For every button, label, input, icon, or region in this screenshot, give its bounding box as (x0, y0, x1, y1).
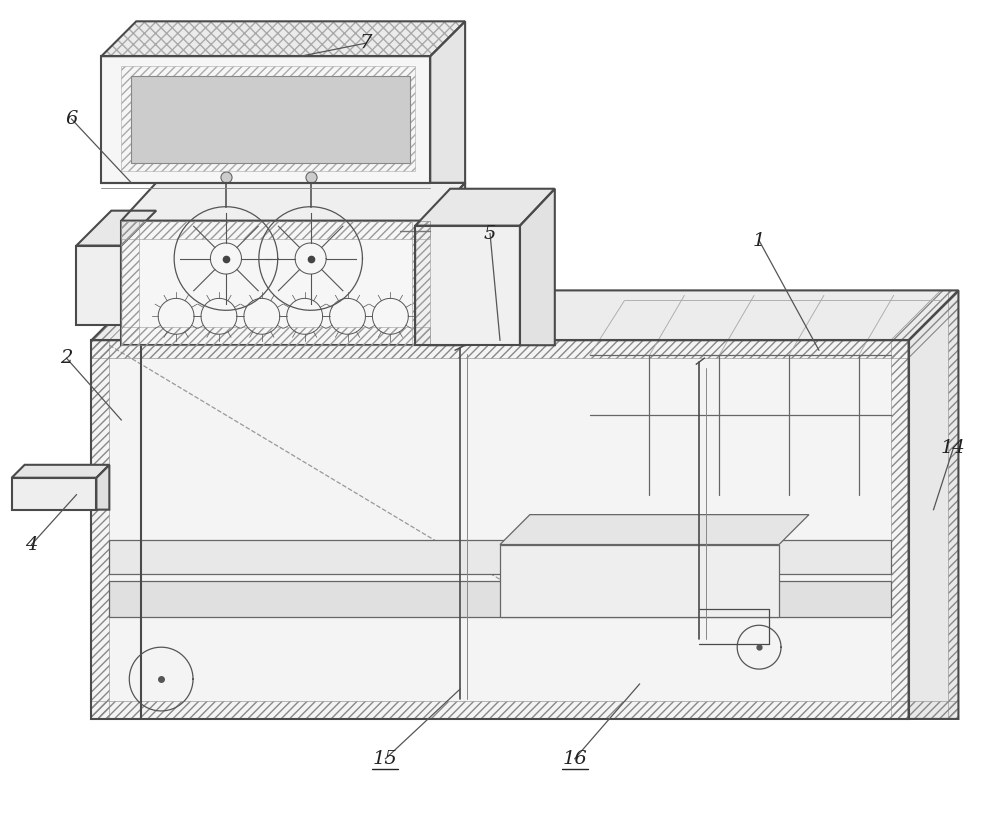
Polygon shape (415, 225, 520, 345)
Text: 7: 7 (359, 34, 372, 52)
Polygon shape (520, 189, 555, 345)
Polygon shape (109, 581, 891, 617)
Text: 5: 5 (484, 225, 496, 243)
Text: 16: 16 (562, 750, 587, 768)
Polygon shape (76, 211, 156, 246)
Text: 14: 14 (941, 439, 966, 457)
Polygon shape (430, 183, 465, 345)
Polygon shape (12, 478, 96, 510)
Polygon shape (121, 183, 465, 221)
Polygon shape (121, 221, 430, 345)
Polygon shape (101, 21, 465, 56)
Polygon shape (76, 246, 121, 326)
Polygon shape (12, 465, 109, 478)
Text: 4: 4 (25, 536, 38, 554)
Polygon shape (430, 21, 465, 183)
Polygon shape (91, 340, 909, 719)
Polygon shape (500, 545, 779, 617)
Text: 6: 6 (65, 110, 78, 128)
Polygon shape (101, 56, 430, 183)
Text: 15: 15 (373, 750, 398, 768)
Polygon shape (131, 77, 410, 163)
Polygon shape (909, 291, 958, 719)
Polygon shape (91, 291, 958, 340)
Polygon shape (109, 540, 891, 575)
Text: 1: 1 (753, 231, 765, 250)
Polygon shape (500, 514, 809, 545)
Text: 2: 2 (60, 349, 73, 367)
Polygon shape (415, 189, 555, 225)
Polygon shape (96, 465, 109, 510)
